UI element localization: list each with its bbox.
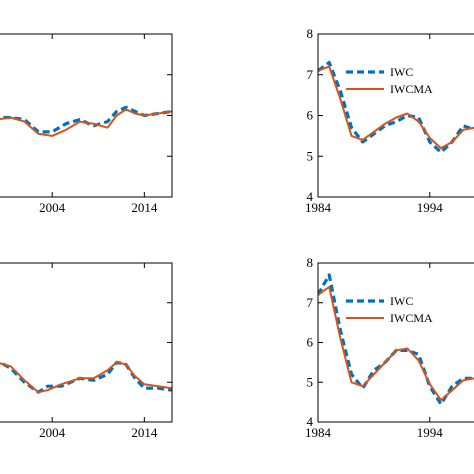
x-tick-label: 1984 — [305, 425, 332, 440]
y-tick-label: 5 — [307, 374, 314, 389]
legend-label-iwc: IWC — [390, 294, 413, 308]
y-tick-label: 8 — [307, 255, 314, 270]
series-line-dashed-top-left — [0, 105, 172, 134]
x-tick-label: 2014 — [131, 200, 158, 215]
x-tick-label: 1994 — [417, 425, 444, 440]
series-line-iwcma-bottom-right — [318, 285, 474, 402]
series-line-solid-bottom-left — [0, 361, 172, 394]
y-tick-label: 8 — [307, 26, 314, 41]
chart-panel-bottom-left: 2004 2014 — [0, 262, 173, 440]
series-line-dashed-bottom-left — [0, 360, 172, 394]
series-line-iwc-bottom-right — [318, 273, 474, 406]
legend-label-iwcma: IWCMA — [390, 311, 433, 325]
y-tick-label: 7 — [307, 295, 314, 310]
legend-label-iwcma: IWCMA — [390, 82, 433, 96]
legend-label-iwc: IWC — [390, 65, 413, 79]
series-line-iwcma-top-right — [318, 65, 474, 150]
axes-box-bottom-left — [0, 262, 173, 423]
axes-box-top-right — [317, 33, 474, 198]
x-tick-label: 1984 — [305, 200, 332, 215]
chart-panel-top-right: 4 5 6 7 8 1984 1994 IWC IWCMA — [305, 26, 474, 215]
x-tick-label: 2004 — [39, 425, 66, 440]
x-tick-label: 1994 — [417, 200, 444, 215]
y-tick-label: 5 — [307, 148, 314, 163]
chart-panel-top-left: 2004 2014 — [0, 33, 173, 215]
y-tick-label: 6 — [307, 108, 314, 123]
chart-panel-bottom-right: 4 5 6 7 8 1984 1994 IWC IWCMA — [305, 255, 474, 440]
x-tick-label: 2014 — [131, 425, 158, 440]
y-tick-label: 4 — [307, 414, 314, 429]
y-tick-label: 4 — [307, 189, 314, 204]
y-tick-label: 7 — [307, 67, 314, 82]
x-tick-label: 2004 — [39, 200, 66, 215]
y-tick-label: 6 — [307, 335, 314, 350]
series-line-solid-top-left — [0, 108, 172, 137]
